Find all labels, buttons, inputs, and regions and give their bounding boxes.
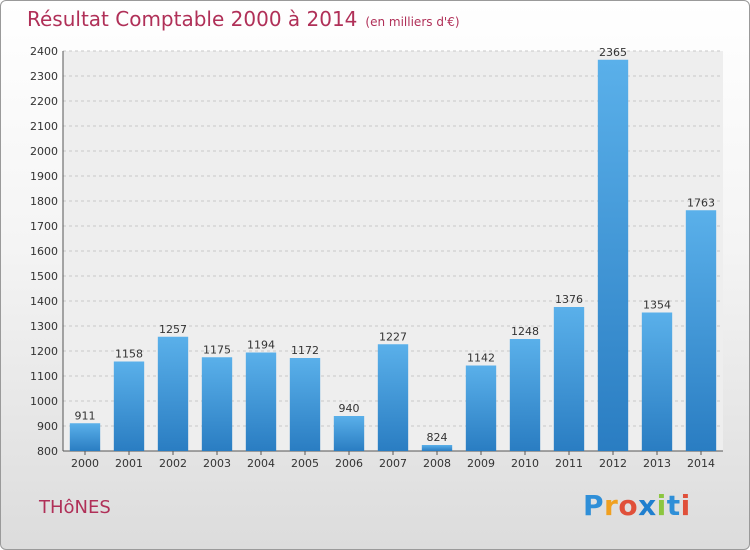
bar xyxy=(421,445,453,451)
y-tick-label: 1500 xyxy=(30,270,58,283)
x-tick-label: 2010 xyxy=(511,457,539,470)
y-tick-label: 1000 xyxy=(30,395,58,408)
logo-letter: P xyxy=(583,489,605,522)
y-tick-label: 1400 xyxy=(30,295,58,308)
bar xyxy=(465,365,497,451)
logo-letter: r xyxy=(604,489,619,522)
proxiti-logo: Proxiti xyxy=(583,489,691,522)
y-tick-label: 1100 xyxy=(30,370,58,383)
data-label: 1354 xyxy=(643,299,671,312)
data-label: 1257 xyxy=(159,323,187,336)
data-label: 940 xyxy=(339,402,360,415)
x-tick-label: 2002 xyxy=(159,457,187,470)
data-label: 1763 xyxy=(687,196,715,209)
x-tick-label: 2014 xyxy=(687,457,715,470)
x-tick-label: 2007 xyxy=(379,457,407,470)
data-label: 2365 xyxy=(599,46,627,59)
bar xyxy=(157,336,189,451)
y-tick-label: 2300 xyxy=(30,70,58,83)
data-label: 1175 xyxy=(203,343,231,356)
bar xyxy=(553,307,585,451)
x-tick-label: 2005 xyxy=(291,457,319,470)
title-text: Résultat Comptable 2000 à 2014 xyxy=(27,7,358,31)
y-tick-label: 900 xyxy=(37,420,58,433)
logo-letter: t xyxy=(666,489,681,522)
y-tick-label: 2100 xyxy=(30,120,58,133)
logo-letter: x xyxy=(638,489,657,522)
data-label: 1142 xyxy=(467,352,495,365)
bar xyxy=(245,352,277,451)
y-tick-label: 2000 xyxy=(30,145,58,158)
data-label: 1194 xyxy=(247,339,275,352)
y-tick-label: 1800 xyxy=(30,195,58,208)
logo-letter: i xyxy=(656,489,667,522)
y-tick-label: 1300 xyxy=(30,320,58,333)
x-tick-label: 2009 xyxy=(467,457,495,470)
bar xyxy=(201,357,233,451)
x-tick-label: 2004 xyxy=(247,457,275,470)
data-label: 824 xyxy=(427,431,448,444)
data-label: 911 xyxy=(75,409,96,422)
y-tick-label: 1600 xyxy=(30,245,58,258)
town-name: THôNES xyxy=(39,497,111,518)
data-label: 1248 xyxy=(511,325,539,338)
x-tick-label: 2012 xyxy=(599,457,627,470)
x-tick-label: 2008 xyxy=(423,457,451,470)
bar xyxy=(685,210,717,451)
bar xyxy=(69,423,101,451)
y-tick-label: 1200 xyxy=(30,345,58,358)
y-tick-label: 1700 xyxy=(30,220,58,233)
data-label: 1376 xyxy=(555,293,583,306)
y-tick-label: 800 xyxy=(37,445,58,458)
data-label: 1227 xyxy=(379,330,407,343)
x-tick-label: 2006 xyxy=(335,457,363,470)
bar xyxy=(597,59,629,451)
y-tick-label: 2400 xyxy=(30,45,58,58)
y-tick-label: 1900 xyxy=(30,170,58,183)
x-tick-label: 2001 xyxy=(115,457,143,470)
x-tick-label: 2000 xyxy=(71,457,99,470)
bar xyxy=(509,339,541,451)
data-label: 1172 xyxy=(291,344,319,357)
bar xyxy=(333,416,365,451)
y-tick-label: 2200 xyxy=(30,95,58,108)
bar xyxy=(113,361,145,451)
bar xyxy=(289,358,321,451)
chart-title: Résultat Comptable 2000 à 2014 (en millie… xyxy=(27,7,460,31)
logo-letter: i xyxy=(680,489,691,522)
bar xyxy=(377,344,409,451)
chart-subtitle: (en milliers d'€) xyxy=(365,15,460,29)
x-tick-label: 2011 xyxy=(555,457,583,470)
logo-letter: o xyxy=(618,489,639,522)
x-tick-label: 2003 xyxy=(203,457,231,470)
bar xyxy=(641,312,673,451)
x-tick-label: 2013 xyxy=(643,457,671,470)
data-label: 1158 xyxy=(115,348,143,361)
